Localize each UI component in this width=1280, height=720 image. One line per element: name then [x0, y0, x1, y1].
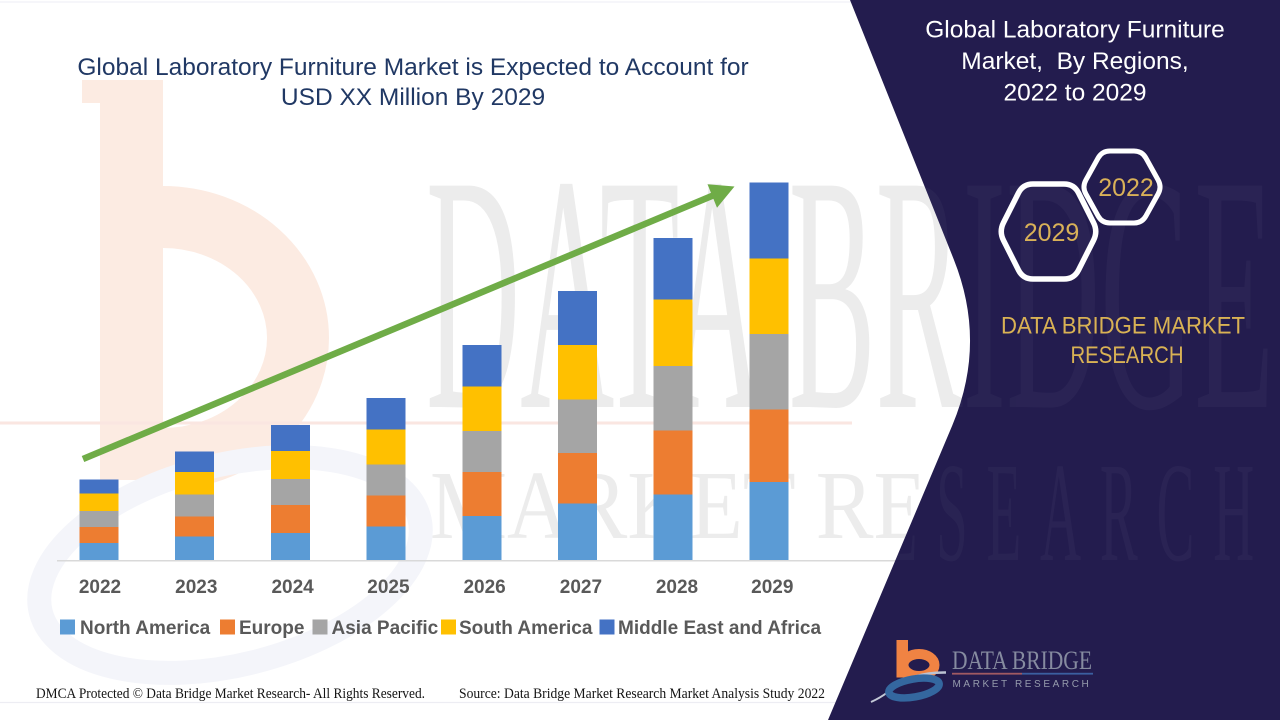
- svg-text:DATA BRIDGE MARKET: DATA BRIDGE MARKET: [1001, 313, 1245, 340]
- svg-text:Global Laboratory Furniture Ma: Global Laboratory Furniture Market is Ex…: [77, 54, 748, 81]
- svg-text:2027: 2027: [560, 577, 602, 598]
- svg-text:RESEARCH: RESEARCH: [1071, 342, 1184, 369]
- svg-text:South America: South America: [459, 618, 593, 639]
- svg-text:2023: 2023: [175, 577, 217, 598]
- svg-text:2029: 2029: [751, 577, 793, 598]
- svg-text:USD XX Million By 2029: USD XX Million By 2029: [281, 84, 545, 111]
- svg-text:2029: 2029: [1024, 219, 1080, 247]
- svg-text:Asia Pacific: Asia Pacific: [332, 618, 439, 639]
- svg-text:Global Laboratory Furniture: Global Laboratory Furniture: [925, 17, 1225, 44]
- svg-text:2022 to 2029: 2022 to 2029: [1003, 80, 1146, 107]
- svg-text:Market, By Regions,: Market, By Regions,: [961, 48, 1188, 75]
- svg-text:2024: 2024: [271, 577, 314, 598]
- svg-text:Middle East and Africa: Middle East and Africa: [618, 618, 821, 639]
- svg-text:Source: Data Bridge Market Res: Source: Data Bridge Market Research Mark…: [459, 686, 825, 702]
- svg-text:Europe: Europe: [239, 618, 304, 639]
- svg-text:DMCA Protected © Data Bridge M: DMCA Protected © Data Bridge Market Rese…: [36, 686, 425, 702]
- svg-text:2028: 2028: [656, 577, 698, 598]
- svg-text:2022: 2022: [79, 577, 121, 598]
- svg-text:2022: 2022: [1098, 174, 1154, 202]
- svg-text:DATA BRIDGE: DATA BRIDGE: [952, 646, 1092, 675]
- svg-text:MARKET RESEARCH: MARKET RESEARCH: [953, 679, 1092, 690]
- svg-text:North America: North America: [80, 618, 211, 639]
- svg-text:2025: 2025: [367, 577, 410, 598]
- svg-text:MARKET RESEARCH: MARKET RESEARCH: [430, 452, 1268, 559]
- svg-text:2026: 2026: [463, 577, 505, 598]
- svg-text:DATA BRIDGE: DATA BRIDGE: [426, 107, 1274, 481]
